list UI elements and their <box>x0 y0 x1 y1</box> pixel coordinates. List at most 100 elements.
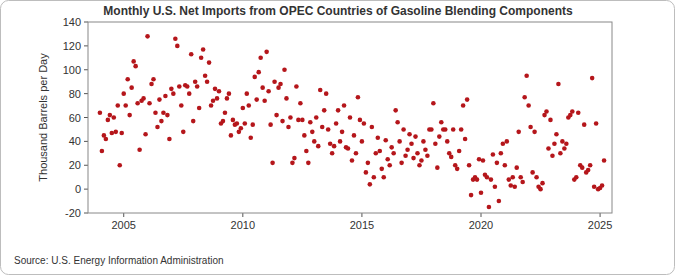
point <box>308 120 313 125</box>
point <box>576 110 581 115</box>
point <box>493 184 498 189</box>
point <box>179 103 184 108</box>
point <box>199 56 204 61</box>
point <box>292 156 297 161</box>
point <box>467 163 472 168</box>
points <box>98 34 607 209</box>
point <box>562 146 567 151</box>
point <box>167 137 172 142</box>
point <box>241 106 246 111</box>
y-tick-label: 140 <box>63 16 81 28</box>
point <box>100 149 105 154</box>
point <box>506 177 511 182</box>
point <box>407 132 412 137</box>
point <box>387 163 392 168</box>
point <box>340 130 345 135</box>
point <box>336 108 341 113</box>
point <box>481 158 486 163</box>
point <box>451 127 456 132</box>
point <box>209 103 214 108</box>
point <box>358 118 363 123</box>
point <box>175 44 180 49</box>
point <box>391 151 396 156</box>
point <box>121 91 126 96</box>
y-tick-label: 20 <box>69 159 81 171</box>
point <box>147 101 152 106</box>
point <box>296 118 301 123</box>
point <box>360 139 365 144</box>
point <box>225 96 230 101</box>
point <box>143 132 148 137</box>
y-tick <box>84 22 88 23</box>
point <box>366 161 371 166</box>
point <box>197 106 202 111</box>
point <box>326 127 331 132</box>
point <box>260 85 265 90</box>
point <box>592 184 597 189</box>
point <box>465 97 470 102</box>
point <box>223 110 228 115</box>
point <box>242 121 247 126</box>
point <box>119 131 124 136</box>
point <box>248 135 253 140</box>
x-tick-label: 2005 <box>111 219 135 231</box>
point <box>574 175 579 180</box>
point <box>284 96 289 101</box>
point <box>409 141 414 146</box>
point <box>145 34 150 39</box>
point <box>286 125 291 130</box>
point <box>379 167 384 172</box>
point <box>215 96 220 101</box>
point <box>556 82 561 87</box>
point <box>300 118 305 123</box>
x-tick <box>600 213 601 217</box>
point <box>445 139 450 144</box>
point <box>290 161 295 166</box>
point <box>137 147 142 152</box>
point <box>554 132 559 137</box>
point <box>298 101 303 106</box>
point <box>294 84 299 89</box>
point <box>522 95 527 100</box>
point <box>181 130 186 135</box>
y-tick-label: 100 <box>63 64 81 76</box>
point <box>123 103 128 108</box>
chart: Monthly U.S. Net Imports from OPEC Count… <box>0 0 675 275</box>
point <box>350 158 355 163</box>
point <box>266 89 271 94</box>
point <box>141 96 146 101</box>
point <box>201 47 206 52</box>
point <box>504 139 509 144</box>
point <box>135 101 140 106</box>
point <box>98 110 103 115</box>
point <box>501 141 506 146</box>
point <box>278 82 283 87</box>
point <box>111 115 116 120</box>
point <box>552 141 557 146</box>
point <box>163 94 168 99</box>
point <box>534 175 539 180</box>
point <box>524 73 529 78</box>
point <box>268 122 273 127</box>
x-tick <box>481 213 482 217</box>
point <box>475 177 480 182</box>
point <box>110 131 115 136</box>
point <box>129 85 134 90</box>
point <box>274 113 279 118</box>
point <box>443 127 448 132</box>
point <box>191 119 196 124</box>
point <box>455 167 460 172</box>
point <box>185 84 190 89</box>
y-tick-label: -20 <box>65 207 81 219</box>
point <box>401 127 406 132</box>
y-tick <box>84 189 88 190</box>
point <box>421 139 426 144</box>
point <box>338 139 343 144</box>
point <box>389 145 394 150</box>
point <box>362 121 367 126</box>
point <box>508 183 513 188</box>
point <box>207 60 212 65</box>
point <box>205 79 210 84</box>
point <box>431 101 436 106</box>
point <box>348 115 353 120</box>
